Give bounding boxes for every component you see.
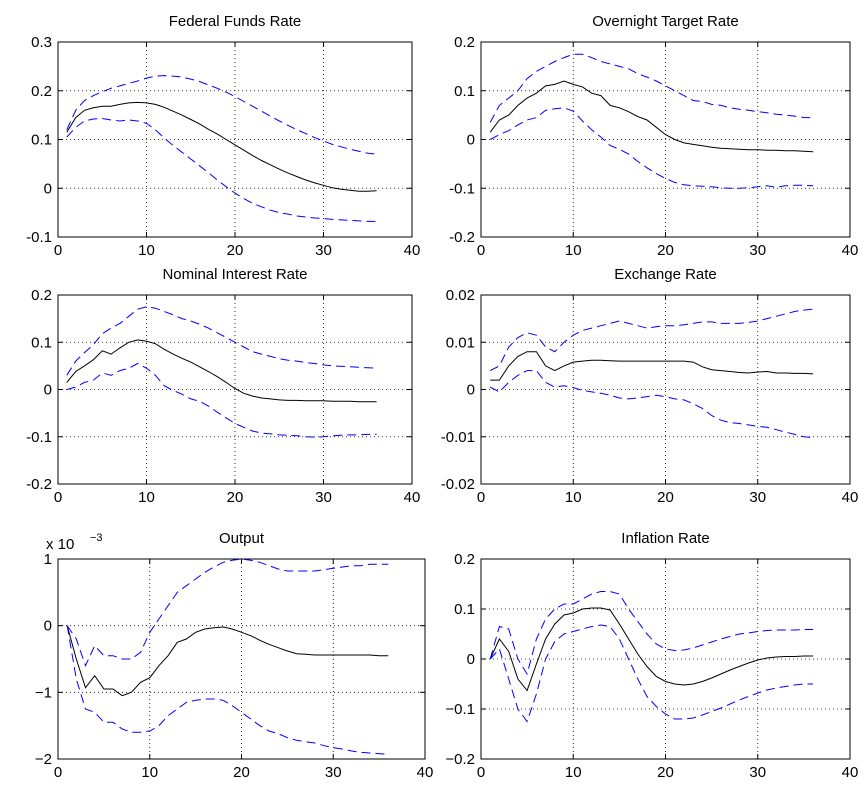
x-tick-label: 20 [657, 764, 674, 781]
x-tick-label: 0 [54, 764, 62, 781]
y-tick-label: 0.1 [454, 83, 475, 100]
x-tick-label: 40 [842, 489, 859, 506]
response-line [66, 101, 377, 192]
y-tick-label: −1 [35, 684, 52, 701]
response-line [489, 80, 814, 153]
x-tick-label: 10 [138, 489, 155, 506]
lower-band-line [489, 624, 814, 723]
x-tick-label: 30 [749, 764, 766, 781]
y-tick-label: 0 [467, 132, 475, 149]
y-tick-label: 0 [467, 651, 475, 668]
subplot-title: Inflation Rate [621, 530, 709, 547]
y-tick-label: 0 [467, 382, 475, 399]
response-line [489, 607, 814, 692]
subplot: 0 10 20 30 40 −2 −1 0 1 Output x 10 −3 [35, 530, 433, 781]
subplot-title: Nominal Interest Rate [162, 266, 307, 283]
x-tick-label: 10 [138, 242, 155, 259]
y-tick-label: 0.1 [31, 334, 52, 351]
y-tick-label: -0.1 [449, 180, 475, 197]
x-tick-label: 40 [842, 242, 859, 259]
y-tick-label: −0.2 [445, 751, 475, 768]
subplot-title: Output [219, 530, 265, 547]
y-tick-label: −0.1 [445, 701, 475, 718]
x-tick-label: 0 [477, 764, 485, 781]
lower-band-line [66, 117, 377, 222]
x-tick-label: 10 [141, 764, 158, 781]
x-tick-label: 40 [842, 764, 859, 781]
y-tick-label: 0.2 [454, 34, 475, 51]
y-tick-label: 0.1 [31, 132, 52, 149]
y-tick-label: 0 [44, 180, 52, 197]
upper-band-line [489, 591, 814, 676]
y-tick-label: 0.1 [454, 601, 475, 618]
subplot-title: Federal Funds Rate [169, 13, 302, 30]
y-tick-label: 1 [44, 551, 52, 568]
y-tick-label: 0.3 [31, 34, 52, 51]
response-line [66, 625, 389, 697]
subplot: 0 10 20 30 40 -0.02 -0.01 0 0.01 0.02 Exchange Rat… [441, 266, 859, 506]
x-tick-label: 10 [565, 242, 582, 259]
x-tick-label: 20 [227, 489, 244, 506]
y-tick-label: 0 [44, 382, 52, 399]
x-tick-label: 30 [749, 489, 766, 506]
y-tick-label: 0 [44, 618, 52, 635]
lower-band-line [66, 625, 389, 755]
subplot: 0 10 20 30 40 -0.2 -0.1 0 0.1 0.2 Nominal Interest… [26, 266, 420, 506]
y-tick-label: -0.01 [441, 429, 475, 446]
x-tick-label: 20 [657, 242, 674, 259]
x-tick-label: 10 [565, 764, 582, 781]
x-tick-label: 20 [657, 489, 674, 506]
y-tick-label: -0.2 [26, 476, 52, 493]
y-tick-label: 0.2 [31, 83, 52, 100]
y-tick-label: -0.1 [26, 429, 52, 446]
upper-band-line [489, 53, 814, 123]
x-tick-label: 10 [565, 489, 582, 506]
subplot-title: Overnight Target Rate [592, 13, 738, 30]
upper-band-line [66, 75, 377, 155]
subplot-title: Exchange Rate [614, 266, 717, 283]
lower-band-line [66, 362, 377, 438]
scale-exponent: −3 [90, 532, 103, 544]
y-tick-label: 0.2 [454, 551, 475, 568]
upper-band-line [66, 306, 377, 376]
y-tick-label: -0.2 [449, 229, 475, 246]
response-line [490, 351, 814, 381]
x-tick-label: 20 [233, 764, 250, 781]
y-tick-label: -0.1 [26, 229, 52, 246]
upper-band-line [66, 558, 389, 668]
y-tick-label: -0.02 [441, 476, 475, 493]
scale-factor-label: x 10 [46, 536, 74, 553]
x-tick-label: 0 [54, 242, 62, 259]
x-tick-label: 0 [477, 242, 485, 259]
x-tick-label: 30 [315, 242, 332, 259]
x-tick-label: 40 [404, 242, 421, 259]
y-tick-label: −2 [35, 751, 52, 768]
subplot: 0 10 20 30 40 −0.2 −0.1 0 0.1 0.2 Inflation Rate [445, 530, 858, 781]
y-tick-label: 0.01 [446, 334, 475, 351]
x-tick-label: 30 [315, 489, 332, 506]
y-tick-label: 0.2 [31, 287, 52, 304]
x-tick-label: 0 [477, 489, 485, 506]
x-tick-label: 40 [417, 764, 434, 781]
response-line [66, 339, 377, 403]
y-tick-label: 0.02 [446, 287, 475, 304]
x-tick-label: 30 [749, 242, 766, 259]
x-tick-label: 30 [325, 764, 342, 781]
lower-band-line [489, 107, 814, 189]
x-tick-label: 0 [54, 489, 62, 506]
x-tick-label: 40 [404, 489, 421, 506]
upper-band-line [489, 308, 814, 372]
x-tick-label: 20 [227, 242, 244, 259]
subplot: 0 10 20 30 40 -0.2 -0.1 0 0.1 0.2 Overnight Target… [449, 13, 858, 259]
